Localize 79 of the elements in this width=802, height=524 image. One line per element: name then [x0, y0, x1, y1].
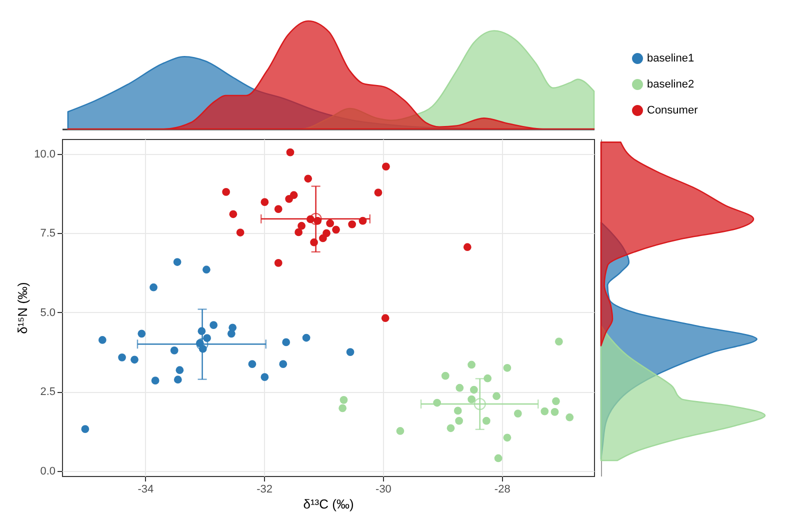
point: [98, 336, 106, 344]
point: [118, 354, 126, 362]
point: [455, 416, 464, 425]
point: [332, 226, 340, 234]
point: [503, 364, 512, 372]
point: [340, 396, 348, 404]
point: [492, 392, 500, 400]
y-tick-label: 10.0: [34, 148, 56, 160]
x-tick-label: -32: [256, 484, 273, 496]
legend-label: baseline1: [647, 52, 694, 64]
x-tick-label: -30: [376, 484, 392, 496]
point: [130, 356, 138, 364]
point: [374, 188, 382, 197]
y-tick-label: 2.5: [40, 386, 56, 398]
point: [319, 234, 327, 242]
point: [202, 266, 210, 274]
point: [382, 162, 390, 171]
point: [174, 376, 182, 384]
point: [290, 191, 298, 200]
point: [468, 360, 476, 369]
point: [176, 366, 184, 374]
point: [468, 395, 476, 404]
point: [248, 360, 256, 368]
point: [338, 404, 346, 412]
point: [484, 374, 492, 382]
point: [282, 338, 290, 346]
point: [170, 346, 178, 354]
point: [304, 174, 312, 183]
point: [456, 384, 464, 392]
y-tick-label: 0.0: [40, 465, 56, 478]
point: [150, 283, 158, 292]
point: [196, 338, 208, 350]
point: [346, 348, 354, 356]
point: [294, 228, 303, 236]
point: [470, 386, 478, 394]
point: [348, 220, 356, 228]
point: [260, 198, 269, 206]
point: [151, 376, 160, 385]
point: [274, 205, 282, 213]
x-axis-title: δ¹³C (‰): [303, 496, 354, 512]
point: [286, 148, 294, 156]
point: [540, 407, 549, 416]
point: [503, 434, 512, 442]
point: [298, 222, 306, 230]
y-tick-label: 7.5: [40, 228, 56, 240]
point: [173, 258, 182, 266]
point: [441, 372, 450, 380]
point: [381, 314, 390, 322]
point: [229, 210, 238, 218]
point: [454, 406, 462, 415]
point: [236, 228, 244, 236]
point: [482, 416, 490, 425]
point: [514, 410, 522, 418]
point: [260, 373, 269, 382]
point: [138, 330, 146, 338]
legend-label: Consumer: [647, 104, 698, 116]
y-axis-title: δ¹⁵N (‰): [15, 282, 30, 334]
point: [446, 424, 455, 432]
x-tick-label: -28: [494, 484, 510, 496]
point: [302, 334, 310, 342]
point: [396, 427, 404, 435]
point: [310, 212, 322, 225]
point: [494, 454, 502, 462]
point: [274, 259, 282, 267]
point: [210, 321, 218, 330]
point: [474, 398, 486, 410]
point: [552, 397, 560, 406]
point: [566, 413, 574, 422]
point: [463, 243, 472, 252]
point: [222, 188, 230, 196]
y-tick-label: 5.0: [40, 306, 56, 319]
point: [227, 330, 236, 338]
point: [326, 219, 334, 228]
x-tick-label: -34: [138, 484, 154, 496]
point: [81, 425, 90, 434]
point: [554, 338, 563, 346]
point: [279, 360, 288, 368]
point: [550, 408, 559, 416]
legend-label: baseline2: [647, 78, 694, 90]
